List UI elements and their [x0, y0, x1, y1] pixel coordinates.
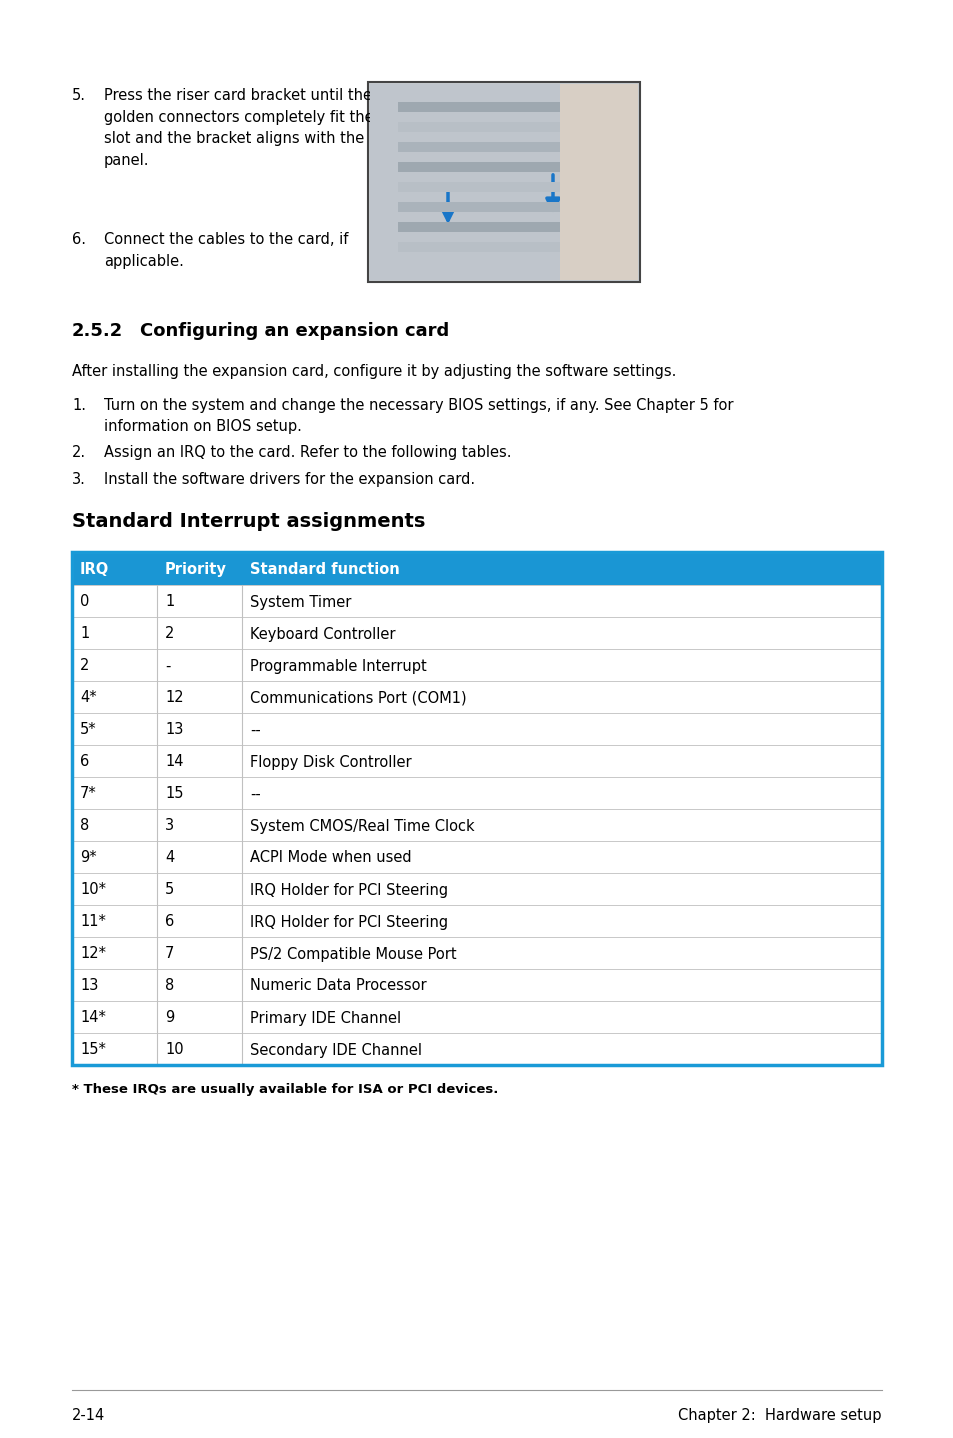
Text: ACPI Mode when used: ACPI Mode when used: [250, 850, 412, 866]
Text: 2: 2: [165, 627, 174, 641]
Text: Floppy Disk Controller: Floppy Disk Controller: [250, 755, 412, 769]
Bar: [397, 221, 615, 232]
Text: Chapter 2:  Hardware setup: Chapter 2: Hardware setup: [678, 1408, 882, 1424]
Text: 12*: 12*: [80, 946, 106, 962]
Bar: [71, 745, 882, 777]
Bar: [71, 649, 882, 682]
Text: --: --: [250, 722, 260, 738]
Bar: [397, 201, 615, 211]
Text: 1.: 1.: [71, 398, 86, 413]
Text: System Timer: System Timer: [250, 594, 351, 610]
Text: 9: 9: [165, 1011, 174, 1025]
Bar: [71, 1001, 882, 1032]
Bar: [71, 552, 882, 585]
Text: 14*: 14*: [80, 1011, 106, 1025]
Text: -: -: [165, 659, 171, 673]
Text: 7: 7: [165, 946, 174, 962]
Text: 15: 15: [165, 787, 183, 801]
Text: 9*: 9*: [80, 850, 96, 866]
Text: Standard function: Standard function: [250, 562, 399, 577]
Bar: [397, 142, 615, 152]
Text: Configuring an expansion card: Configuring an expansion card: [140, 322, 449, 339]
Text: 1: 1: [165, 594, 174, 610]
Text: 11*: 11*: [80, 915, 106, 929]
Text: 6: 6: [165, 915, 174, 929]
Bar: [368, 82, 639, 282]
Text: 1: 1: [80, 627, 90, 641]
Text: Turn on the system and change the necessary BIOS settings, if any. See Chapter 5: Turn on the system and change the necess…: [104, 398, 733, 434]
Text: 5*: 5*: [80, 722, 96, 738]
Text: Standard Interrupt assignments: Standard Interrupt assignments: [71, 512, 425, 531]
Bar: [397, 183, 615, 193]
Text: IRQ Holder for PCI Steering: IRQ Holder for PCI Steering: [250, 883, 448, 897]
Text: Programmable Interrupt: Programmable Interrupt: [250, 659, 426, 673]
Bar: [71, 777, 882, 810]
Bar: [71, 905, 882, 938]
Text: Press the riser card bracket until the
golden connectors completely fit the
slot: Press the riser card bracket until the g…: [104, 88, 398, 168]
Text: 3: 3: [165, 818, 174, 834]
Text: 2.: 2.: [71, 444, 86, 460]
Bar: [71, 873, 882, 905]
Bar: [397, 122, 615, 132]
Text: 4: 4: [165, 850, 174, 866]
Text: 5.: 5.: [71, 88, 86, 104]
Text: 13: 13: [80, 978, 98, 994]
Text: 10*: 10*: [80, 883, 106, 897]
Text: 13: 13: [165, 722, 183, 738]
Text: After installing the expansion card, configure it by adjusting the software sett: After installing the expansion card, con…: [71, 364, 676, 380]
Text: 4*: 4*: [80, 690, 96, 706]
Text: * These IRQs are usually available for ISA or PCI devices.: * These IRQs are usually available for I…: [71, 1083, 497, 1096]
Text: 12: 12: [165, 690, 184, 706]
Text: 0: 0: [80, 594, 90, 610]
Text: 6.: 6.: [71, 232, 86, 247]
Text: 15*: 15*: [80, 1043, 106, 1057]
Bar: [397, 242, 615, 252]
Text: 6: 6: [80, 755, 90, 769]
Bar: [71, 938, 882, 969]
Text: IRQ: IRQ: [80, 562, 110, 577]
Text: 8: 8: [80, 818, 90, 834]
Text: System CMOS/Real Time Clock: System CMOS/Real Time Clock: [250, 818, 475, 834]
Text: 14: 14: [165, 755, 183, 769]
Bar: [71, 713, 882, 745]
Bar: [370, 83, 638, 280]
Bar: [71, 969, 882, 1001]
Text: Numeric Data Processor: Numeric Data Processor: [250, 978, 426, 994]
Text: Keyboard Controller: Keyboard Controller: [250, 627, 395, 641]
Text: Primary IDE Channel: Primary IDE Channel: [250, 1011, 401, 1025]
Bar: [71, 1032, 882, 1066]
Text: 2.5.2: 2.5.2: [71, 322, 123, 339]
Text: Communications Port (COM1): Communications Port (COM1): [250, 690, 466, 706]
Text: 10: 10: [165, 1043, 184, 1057]
Text: 8: 8: [165, 978, 174, 994]
Text: IRQ Holder for PCI Steering: IRQ Holder for PCI Steering: [250, 915, 448, 929]
Text: Connect the cables to the card, if
applicable.: Connect the cables to the card, if appli…: [104, 232, 348, 269]
Bar: [397, 102, 615, 112]
Text: 7*: 7*: [80, 787, 96, 801]
Text: 3.: 3.: [71, 472, 86, 487]
Text: 2: 2: [80, 659, 90, 673]
Bar: [559, 83, 638, 280]
Text: PS/2 Compatible Mouse Port: PS/2 Compatible Mouse Port: [250, 946, 456, 962]
Text: Assign an IRQ to the card. Refer to the following tables.: Assign an IRQ to the card. Refer to the …: [104, 444, 511, 460]
Text: Priority: Priority: [165, 562, 227, 577]
Text: 2-14: 2-14: [71, 1408, 105, 1424]
Bar: [71, 617, 882, 649]
Bar: [71, 682, 882, 713]
Text: Install the software drivers for the expansion card.: Install the software drivers for the exp…: [104, 472, 475, 487]
Text: --: --: [250, 787, 260, 801]
Bar: [71, 585, 882, 617]
Text: 5: 5: [165, 883, 174, 897]
Bar: [71, 552, 882, 1066]
Text: Secondary IDE Channel: Secondary IDE Channel: [250, 1043, 421, 1057]
Bar: [71, 841, 882, 873]
Bar: [397, 162, 615, 173]
Bar: [71, 810, 882, 841]
